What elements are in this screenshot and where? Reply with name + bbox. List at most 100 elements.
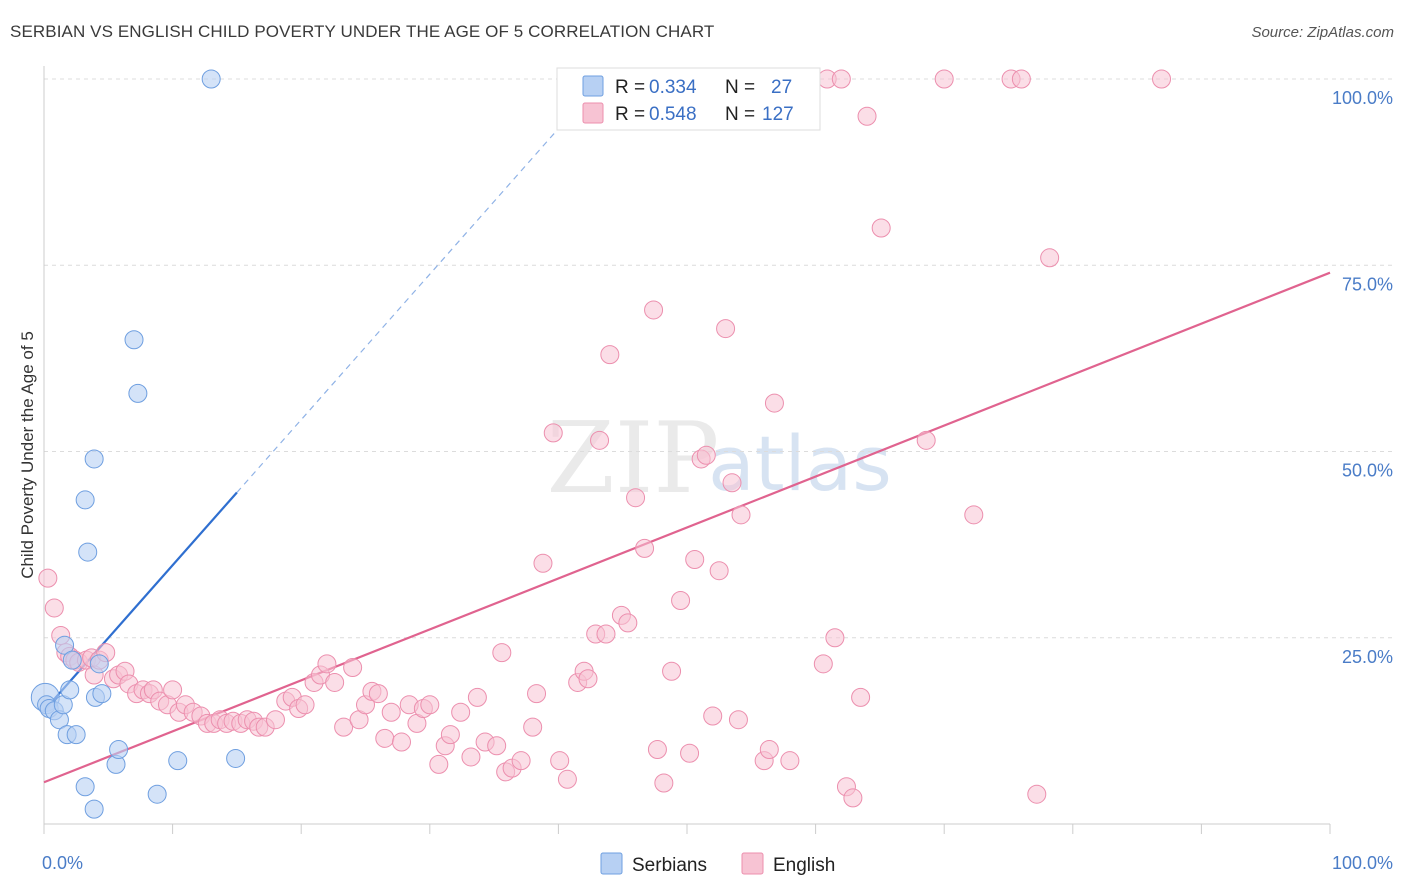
serbians-point-21: [124, 330, 144, 350]
english-point-120: [964, 505, 984, 525]
serbians-point-11: [75, 777, 95, 797]
english-point-101: [728, 710, 748, 730]
legend-n-label-english: N =: [725, 104, 755, 125]
english-point-99: [716, 319, 736, 339]
serbians-point-13: [78, 542, 98, 562]
bottom-legend-label-english: English: [773, 855, 835, 876]
watermark: ZIP atlas: [547, 402, 892, 516]
top-legend: R = 0.334 N = 27 R = 0.548 N = 127: [556, 67, 821, 131]
english-point-64: [467, 687, 487, 707]
english-point-74: [543, 423, 563, 443]
english-point-52: [375, 728, 395, 748]
english-point-81: [590, 430, 610, 450]
english-point-53: [381, 702, 401, 722]
x-tick-label-0: 0.0%: [42, 853, 83, 873]
legend-swatch-english: [582, 102, 604, 124]
english-point-125: [1152, 69, 1172, 89]
english-point-75: [550, 751, 570, 771]
serbians-point-20: [109, 740, 129, 759]
legend-swatch-serbians: [582, 75, 604, 97]
english-point-44: [317, 654, 337, 674]
serbians-point-24: [168, 751, 188, 771]
english-point-87: [635, 538, 655, 558]
english-point-76: [557, 769, 577, 789]
y-tick-label-1: 50.0%: [1342, 461, 1393, 481]
english-point-89: [647, 740, 667, 759]
english-point-0: [38, 568, 58, 588]
english-point-124: [1040, 248, 1060, 268]
legend-r-value-english: 0.548: [649, 104, 697, 125]
x-tick-label-1: 100.0%: [1332, 853, 1393, 873]
serbians-point-18: [92, 684, 112, 704]
english-point-41: [295, 695, 315, 715]
bottom-legend-swatch-english: [741, 852, 764, 875]
english-point-61: [440, 725, 460, 745]
serbians-point-22: [128, 383, 148, 403]
english-point-119: [934, 69, 954, 89]
english-point-73: [533, 553, 553, 573]
legend-r-label-english: R =: [615, 104, 645, 125]
english-point-94: [685, 550, 705, 570]
y-tick-label-0: 25.0%: [1342, 647, 1393, 667]
y-tick-label-3: 100.0%: [1332, 88, 1393, 108]
y-tick-labels: 25.0% 50.0% 75.0% 100.0%: [1332, 88, 1393, 667]
english-point-66: [487, 736, 507, 756]
english-point-100: [722, 473, 742, 493]
english-point-45: [325, 672, 345, 692]
bottom-legend-swatch-serbians: [600, 852, 623, 875]
english-point-98: [709, 561, 729, 581]
english-point-47: [343, 658, 363, 678]
english-point-83: [600, 345, 620, 365]
serbians-trend-line: [43, 491, 238, 712]
serbians-point-15: [84, 449, 104, 469]
english-point-96: [696, 445, 716, 465]
x-tick-labels: 0.0% 100.0%: [42, 853, 1393, 873]
legend-r-value-serbians: 0.334: [649, 77, 697, 98]
english-point-67: [492, 643, 512, 663]
english-point-90: [654, 773, 674, 793]
legend-n-value-serbians: 27: [771, 77, 792, 98]
english-point-46: [334, 717, 354, 737]
serbians-point-26: [226, 748, 246, 768]
serbians-point-10: [66, 725, 86, 745]
english-trend-line: [43, 271, 1331, 784]
watermark-atlas: atlas: [708, 419, 892, 508]
legend-n-value-english: 127: [762, 104, 794, 125]
english-point-85: [618, 613, 638, 633]
serbians-point-12: [75, 490, 95, 510]
serbians-point-14: [84, 799, 104, 819]
english-point-97: [703, 706, 723, 726]
english-point-92: [671, 591, 691, 610]
english-point-111: [825, 628, 845, 648]
trend-lines: [43, 128, 1331, 784]
english-point-63: [461, 747, 481, 767]
english-point-122: [1011, 69, 1031, 89]
english-point-70: [511, 751, 531, 771]
english-point-79: [578, 669, 598, 689]
serbians-trend-extension: [236, 128, 559, 493]
bottom-legend: Serbians English: [600, 852, 835, 876]
english-point-37: [265, 710, 285, 730]
english-point-102: [731, 505, 751, 525]
legend-r-label-serbians: R =: [615, 77, 650, 98]
english-point-58: [420, 695, 440, 715]
english-point-114: [843, 788, 863, 808]
english-point-116: [857, 106, 877, 126]
english-point-72: [527, 684, 547, 704]
english-point-82: [596, 624, 616, 644]
english-point-115: [851, 687, 871, 707]
english-point-117: [871, 218, 891, 238]
y-tick-label-2: 75.0%: [1342, 274, 1393, 294]
english-point-118: [916, 430, 936, 450]
serbians-point-8: [60, 680, 80, 700]
english-point-86: [626, 488, 646, 508]
english-point-109: [813, 654, 833, 674]
english-point-123: [1027, 784, 1047, 804]
english-point-93: [680, 743, 700, 763]
english-point-22: [163, 680, 183, 700]
english-point-104: [759, 740, 779, 759]
english-point-106: [780, 751, 800, 771]
legend-n-label-serbians: N =: [725, 77, 755, 98]
english-point-59: [429, 754, 449, 774]
